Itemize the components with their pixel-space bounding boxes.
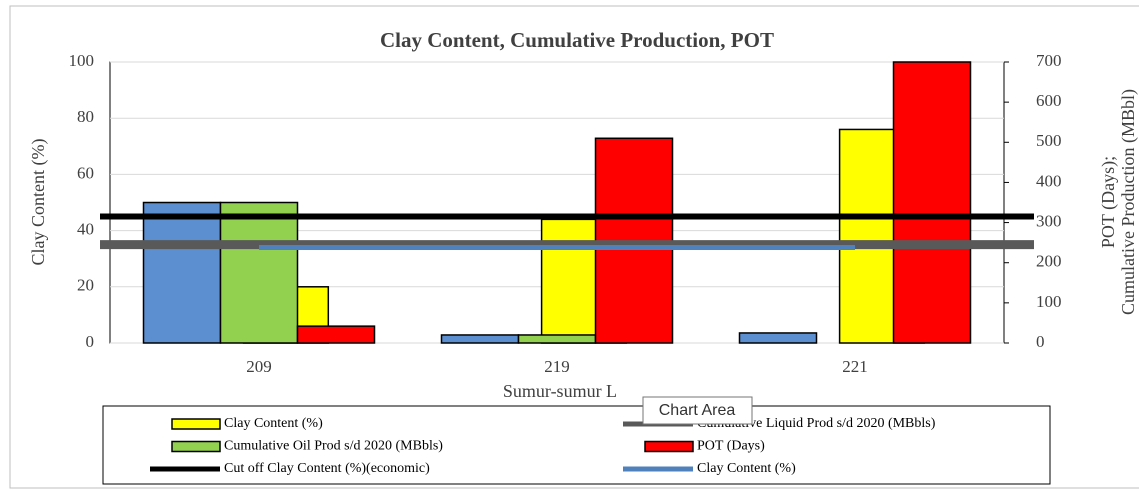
tooltip-text: Chart Area bbox=[659, 402, 736, 419]
y2-tick-label: 500 bbox=[1036, 131, 1062, 150]
legend bbox=[102, 405, 1051, 485]
y2-tick-label: 200 bbox=[1036, 252, 1062, 271]
x-axis-title: Sumur-sumur L bbox=[503, 381, 617, 401]
bar bbox=[142, 201, 222, 344]
y2-tick-label: 300 bbox=[1036, 211, 1062, 230]
y2-axis-title: POT (Days); bbox=[1098, 156, 1119, 248]
x-tick-label: 219 bbox=[544, 357, 570, 376]
bar bbox=[296, 325, 376, 344]
legend-label: Cut off Clay Content (%)(economic) bbox=[224, 461, 430, 476]
x-tick-label: 209 bbox=[246, 357, 272, 376]
legend-items: Clay Content (%) Cumulative Liquid Prod s… bbox=[150, 416, 936, 476]
legend-label: Clay Content (%) bbox=[224, 416, 323, 431]
bar bbox=[219, 201, 299, 344]
y-tick-label: 100 bbox=[69, 51, 95, 70]
bar bbox=[892, 61, 972, 344]
y2-axis-title: Cumulative Production (MBbl) bbox=[1118, 89, 1139, 315]
bar bbox=[738, 332, 818, 344]
y2-tick-label: 400 bbox=[1036, 171, 1062, 190]
y2-tick-label: 100 bbox=[1036, 292, 1062, 311]
legend-swatch bbox=[171, 440, 221, 453]
y-tick-label: 80 bbox=[77, 107, 94, 126]
y-tick-label: 20 bbox=[77, 276, 94, 295]
legend-label: Clay Content (%) bbox=[697, 461, 796, 476]
legend-label: POT (Days) bbox=[697, 439, 765, 454]
legend-label: Cumulative Oil Prod s/d 2020 (MBbls) bbox=[224, 439, 443, 454]
y-tick-label: 60 bbox=[77, 163, 94, 182]
x-tick-label: 221 bbox=[842, 357, 868, 376]
bar bbox=[440, 334, 520, 344]
y2-tick-label: 0 bbox=[1036, 332, 1045, 351]
y2-tick-label: 700 bbox=[1036, 51, 1062, 70]
bar bbox=[517, 334, 597, 344]
y-tick-label: 40 bbox=[77, 220, 94, 239]
y-tick-label: 0 bbox=[86, 332, 95, 351]
chart-title: Clay Content, Cumulative Production, POT bbox=[380, 28, 774, 52]
y-axis-title: Clay Content (%) bbox=[28, 139, 49, 266]
legend-label: Cumulative Liquid Prod s/d 2020 (MBbls) bbox=[697, 416, 936, 431]
legend-swatch bbox=[171, 418, 221, 430]
legend-swatch bbox=[644, 440, 694, 453]
y2-tick-label: 600 bbox=[1036, 91, 1062, 110]
tooltip bbox=[642, 396, 753, 425]
